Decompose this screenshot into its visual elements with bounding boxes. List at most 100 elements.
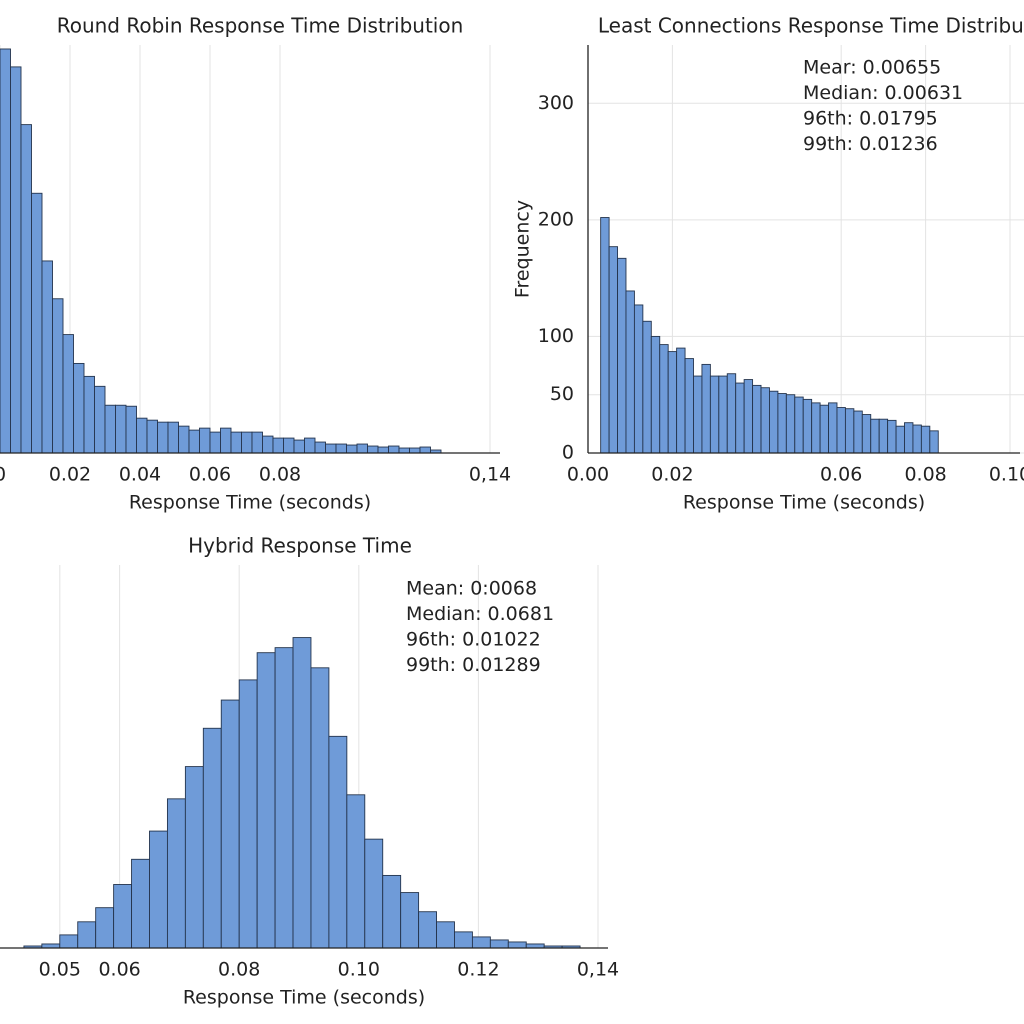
histogram-bar bbox=[188, 429, 200, 454]
histogram-bar bbox=[10, 66, 22, 454]
histogram-bar bbox=[59, 934, 79, 949]
stat-annotation: Median: 0.0681 bbox=[406, 603, 554, 625]
histogram-bar bbox=[878, 418, 889, 454]
histogram-bar bbox=[377, 446, 389, 454]
histogram-bar bbox=[20, 124, 32, 454]
x-tick-label: 0.06 bbox=[820, 464, 862, 486]
y-tick-label: 200 bbox=[538, 208, 574, 230]
x-tick-label: 0.02 bbox=[49, 464, 91, 486]
stat-annotation: Mean: 0:0068 bbox=[406, 578, 537, 600]
histogram-bar bbox=[184, 766, 204, 949]
stat-annotation: Median: 0.00631 bbox=[803, 82, 963, 104]
histogram-bar bbox=[94, 385, 106, 454]
histogram-bar bbox=[388, 445, 400, 454]
histogram-bar bbox=[283, 437, 295, 454]
histogram-bar bbox=[149, 830, 168, 949]
stat-annotation: Mear: 0.00655 bbox=[803, 57, 941, 79]
histogram-bar bbox=[104, 404, 116, 454]
histogram-bar bbox=[346, 444, 358, 454]
histogram-bar bbox=[125, 405, 137, 454]
histogram-bar bbox=[136, 417, 148, 454]
histogram-bar bbox=[356, 443, 368, 454]
histogram-bar bbox=[912, 424, 922, 454]
histogram-bar bbox=[684, 358, 694, 454]
histogram-bar bbox=[367, 445, 379, 454]
histogram-bar bbox=[398, 447, 410, 454]
histogram-bar bbox=[887, 419, 897, 454]
histogram-bar bbox=[870, 418, 880, 454]
y-tick-label: 100 bbox=[538, 325, 574, 347]
x-tick-label: 0.04 bbox=[119, 464, 161, 486]
x-tick-label: 0.05 bbox=[39, 959, 81, 981]
histogram-bar bbox=[83, 375, 95, 454]
chart-title: Round Robin Response Time Distribution bbox=[57, 14, 464, 38]
histogram-bar bbox=[241, 431, 253, 454]
histogram-bar bbox=[328, 735, 348, 949]
histogram-bar bbox=[199, 427, 211, 454]
histogram-bar bbox=[166, 798, 186, 949]
x-tick-label: 0.02 bbox=[651, 464, 693, 486]
histogram-bar bbox=[489, 939, 509, 949]
histogram-bar bbox=[676, 347, 686, 454]
histogram-bar bbox=[202, 727, 222, 949]
x-tick-label: 0.00 bbox=[567, 464, 609, 486]
histogram-bar bbox=[507, 941, 527, 949]
histogram-bar bbox=[62, 334, 74, 454]
histogram-bar bbox=[262, 435, 274, 454]
y-tick-label: 0 bbox=[562, 442, 574, 464]
histogram-bar bbox=[920, 425, 931, 454]
histogram-bar bbox=[220, 427, 232, 454]
x-tick-label: 0.08 bbox=[904, 464, 946, 486]
histogram-bar bbox=[895, 425, 905, 454]
histogram-bar bbox=[693, 375, 703, 454]
histogram-bar bbox=[73, 362, 85, 454]
x-axis-label: Response Time (seconds) bbox=[129, 492, 371, 514]
histogram-bar bbox=[861, 414, 872, 454]
histogram-bar bbox=[41, 260, 53, 454]
histogram-bar bbox=[146, 419, 158, 454]
histogram-bar bbox=[409, 447, 421, 454]
y-axis-label: Frequency bbox=[512, 200, 534, 298]
histogram-bar bbox=[115, 404, 127, 454]
histogram-bar bbox=[633, 304, 644, 454]
histogram-bar bbox=[769, 390, 779, 454]
y-tick-label: 300 bbox=[538, 92, 574, 114]
histogram-bar bbox=[418, 911, 437, 949]
histogram-bar bbox=[167, 421, 179, 454]
y-tick-label: 50 bbox=[550, 383, 574, 405]
histogram-bar bbox=[735, 382, 745, 454]
x-tick-label: 0.08 bbox=[218, 959, 260, 981]
x-axis-label: Response Time (seconds) bbox=[183, 987, 425, 1009]
histogram-bar bbox=[718, 375, 728, 454]
histogram-bar bbox=[777, 393, 787, 454]
histogram-bar bbox=[178, 425, 190, 454]
histogram-bar bbox=[642, 320, 652, 454]
x-tick-label: 0 bbox=[0, 464, 6, 486]
histogram-bar bbox=[836, 407, 846, 454]
chart-title: Least Connections Response Time Distribu… bbox=[598, 14, 1024, 38]
stat-annotation: 96th: 0.01022 bbox=[406, 629, 541, 651]
stat-annotation: 99th: 0.01236 bbox=[803, 133, 938, 155]
x-tick-label: 0.10 bbox=[989, 464, 1024, 486]
histogram-bar bbox=[31, 192, 43, 454]
histogram-bar bbox=[346, 794, 366, 949]
histogram-bar bbox=[419, 446, 431, 454]
histogram-bar bbox=[157, 421, 169, 454]
histogram-bar bbox=[853, 410, 863, 454]
histogram-bar bbox=[760, 387, 770, 454]
x-tick-label: 0.10 bbox=[338, 959, 380, 981]
histogram-bar bbox=[929, 430, 939, 454]
histogram-bar bbox=[304, 437, 316, 454]
histogram-bar bbox=[844, 408, 855, 454]
x-tick-label: 0.12 bbox=[457, 959, 499, 981]
histogram-bar bbox=[667, 351, 678, 454]
histogram-bar bbox=[650, 335, 661, 454]
histogram-bar bbox=[625, 290, 635, 454]
stat-annotation: 99th: 0.01289 bbox=[406, 654, 541, 676]
histogram-bar bbox=[382, 874, 402, 949]
histogram-bar bbox=[743, 379, 754, 454]
histogram-bar bbox=[113, 884, 133, 949]
histogram-bar bbox=[131, 858, 150, 949]
histogram-bar bbox=[209, 431, 221, 454]
